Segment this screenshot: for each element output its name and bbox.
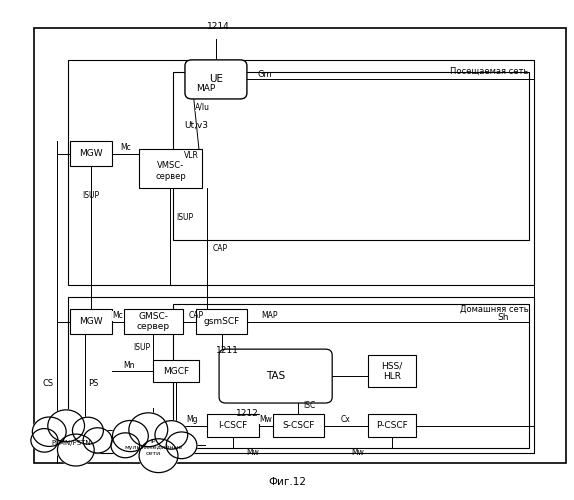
Text: Ut,v3: Ut,v3 [185,122,209,130]
Text: IP
мультимедийные
сети: IP мультимедийные сети [125,440,183,456]
Circle shape [57,434,95,467]
Text: MAP: MAP [196,84,215,94]
Ellipse shape [118,434,189,456]
Text: Mw: Mw [246,448,259,457]
Circle shape [154,420,188,450]
Text: CAP: CAP [189,312,204,320]
Text: Посещаемая сеть: Посещаемая сеть [450,67,529,76]
Circle shape [47,409,86,442]
Bar [69,310,112,334]
Text: 1211: 1211 [216,346,239,356]
Bar [173,304,529,448]
Text: 1212: 1212 [236,410,259,418]
Text: Mg: Mg [186,415,197,424]
Circle shape [138,438,179,474]
FancyBboxPatch shape [185,60,247,99]
Text: UE: UE [209,74,223,85]
Text: MGCF: MGCF [163,366,189,376]
Text: CS: CS [43,379,54,388]
Text: CAP: CAP [213,244,228,254]
Text: ISUP: ISUP [176,214,193,222]
Circle shape [30,428,59,452]
Text: Mg: Mg [179,436,191,445]
Text: TAS: TAS [266,371,285,381]
Circle shape [111,420,149,452]
Text: VLR: VLR [184,151,199,160]
Text: gsmSCF: gsmSCF [204,317,240,326]
Bar [68,297,534,452]
Bar [139,148,201,188]
Circle shape [82,427,113,454]
Bar [34,28,565,462]
Text: HSS/
HLR: HSS/ HLR [382,362,403,381]
FancyBboxPatch shape [219,349,332,403]
Ellipse shape [37,430,105,450]
Text: Cx: Cx [341,415,351,424]
Text: A/Iu: A/Iu [195,102,210,111]
Text: Mw: Mw [352,448,364,457]
Bar [273,414,324,436]
Text: Mc: Mc [113,312,123,320]
Text: ISC: ISC [303,401,315,410]
Text: Mc: Mc [121,143,131,152]
Text: P-CSCF: P-CSCF [377,421,408,430]
Bar [68,60,534,284]
Bar [368,414,416,436]
Bar [153,360,199,382]
Text: Sh: Sh [497,314,509,322]
Text: S-CSCF: S-CSCF [282,421,315,430]
Circle shape [128,412,169,448]
Text: GMSC-
сервер: GMSC- сервер [137,312,170,332]
Text: VMSC-
сервер: VMSC- сервер [155,161,186,180]
Bar [173,72,529,240]
Text: MAP: MAP [261,311,278,320]
Text: Фиг.12: Фиг.12 [268,478,306,488]
Text: 1214: 1214 [207,22,230,31]
Bar [123,310,183,334]
Text: Mn: Mn [123,360,135,370]
Text: PLMN/PSTN: PLMN/PSTN [51,440,91,446]
Text: I-CSCF: I-CSCF [218,421,247,430]
Text: ISUP: ISUP [82,191,99,200]
Text: PS: PS [88,379,98,388]
Bar [368,355,416,387]
Text: MGW: MGW [79,317,103,326]
Text: Mw: Mw [259,415,272,424]
Circle shape [72,416,104,445]
Bar [69,141,112,166]
Circle shape [32,416,67,447]
Circle shape [110,432,140,458]
Text: MGW: MGW [79,149,103,158]
Text: ISUP: ISUP [133,342,150,351]
Circle shape [165,432,197,460]
Bar [207,414,258,436]
Bar [196,310,247,334]
Text: Gm: Gm [257,70,272,79]
Text: Домашняя сеть: Домашняя сеть [460,304,529,314]
